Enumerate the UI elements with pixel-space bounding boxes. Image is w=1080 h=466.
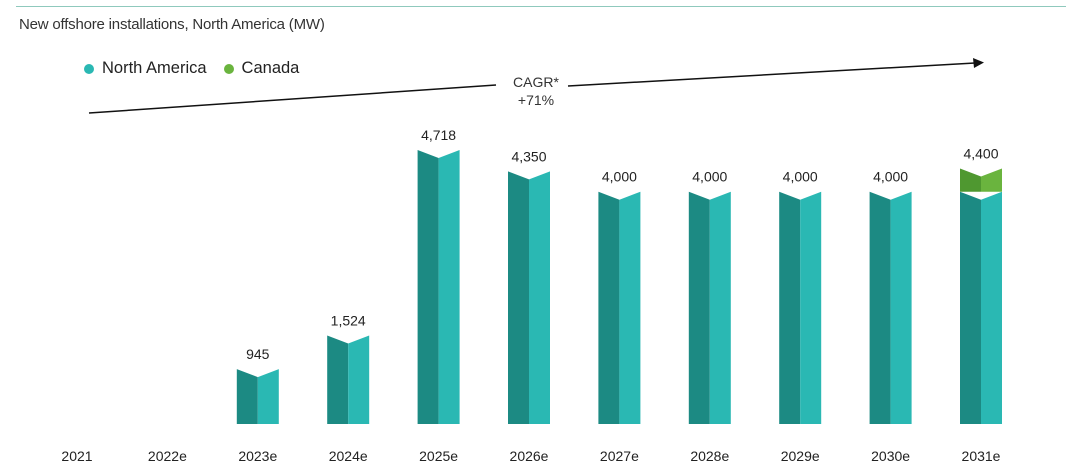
legend-item-north-america: North America [84,59,207,78]
bar-north-america-2026e-right-face [529,171,550,424]
x-tick-label-2029e: 2029e [781,448,820,464]
data-label-2023e: 945 [246,346,270,362]
bar-north-america-2024e-left-face [327,335,349,424]
x-tick-label-2026e: 2026e [510,448,549,464]
legend: North America Canada [84,59,316,78]
data-label-2026e: 4,350 [511,148,546,164]
bar-north-america-2025e-left-face [417,150,439,424]
bar-north-america-2029e-left-face [779,191,801,424]
cagr-value: +71% [517,92,555,108]
bar-north-america-2028e [688,191,731,424]
cagr-label: CAGR* [513,74,559,90]
legend-swatch-north-america [84,63,94,74]
bar-north-america-2030e [869,191,912,424]
data-label-2029e: 4,000 [783,169,818,185]
bar-north-america-2027e-left-face [598,191,620,424]
cagr-arrow-line-right [567,62,976,87]
x-tick-label-2031e: 2031e [962,448,1001,464]
chart-title: New offshore installations, North Americ… [19,16,325,33]
bar-north-america-2025e [417,150,460,424]
bar-north-america-2027e-right-face [619,191,641,424]
bar-north-america-2024e [327,335,370,424]
bar-canada-2031e [960,168,1002,192]
x-tick-label-2027e: 2027e [600,448,639,464]
bar-north-america-2030e-left-face [869,191,891,424]
x-tick-label-2025e: 2025e [419,448,458,464]
bar-north-america-2026e [508,171,550,424]
data-label-2024e: 1,524 [331,312,366,328]
x-tick-label-2021: 2021 [61,448,92,464]
cagr-arrow [88,58,984,114]
legend-swatch-canada [223,63,234,74]
data-label-2027e: 4,000 [602,169,637,185]
x-tick-label-2024e: 2024e [329,448,368,464]
bar-canada-2031e-left-face [960,168,981,192]
bar-north-america-2027e [598,191,641,424]
bar-north-america-2031e-left-face [960,191,981,424]
top-rule [16,6,1066,7]
bar-north-america-2030e-right-face [890,191,912,424]
bar-north-america-2028e-right-face [709,191,731,424]
x-tick-label-2022e: 2022e [148,448,187,464]
bar-north-america-2023e-left-face [236,369,258,424]
bar-canada-2031e-right-face [981,168,1002,192]
x-tick-label-2030e: 2030e [871,448,910,464]
bar-north-america-2031e-right-face [981,191,1002,424]
bar-north-america-2028e-left-face [688,191,710,424]
bar-north-america-2023e-right-face [257,369,279,424]
bar-north-america-2031e [960,191,1002,424]
x-tick-label-2028e: 2028e [690,448,729,464]
bar-north-america-2026e-left-face [508,171,529,424]
bar-north-america-2025e-right-face [438,150,460,424]
bar-north-america-2023e [236,369,279,424]
data-label-2030e: 4,000 [873,169,908,185]
data-label-2031e: 4,400 [963,145,998,161]
cagr-arrow-head [973,58,984,68]
cagr-annotation: CAGR* +71% [496,73,576,109]
x-tick-label-2023e: 2023e [238,448,277,464]
data-label-2025e: 4,718 [421,127,456,143]
legend-label-canada: Canada [241,59,300,77]
data-label-2028e: 4,000 [692,169,727,185]
bar-north-america-2024e-right-face [348,335,370,424]
legend-item-canada: Canada [223,59,300,78]
cagr-arrow-line-left [88,84,497,114]
bar-north-america-2029e [779,191,822,424]
bar-north-america-2029e-right-face [800,191,822,424]
legend-label-north-america: North America [102,59,207,77]
